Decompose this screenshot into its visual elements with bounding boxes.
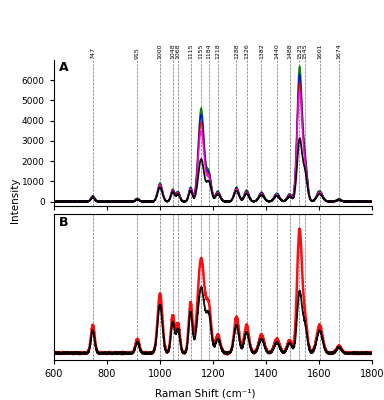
Text: Intensity: Intensity xyxy=(10,177,20,223)
Text: Raman Shift (cm⁻¹): Raman Shift (cm⁻¹) xyxy=(155,388,256,398)
Text: B: B xyxy=(58,216,68,229)
Text: A: A xyxy=(58,62,68,74)
